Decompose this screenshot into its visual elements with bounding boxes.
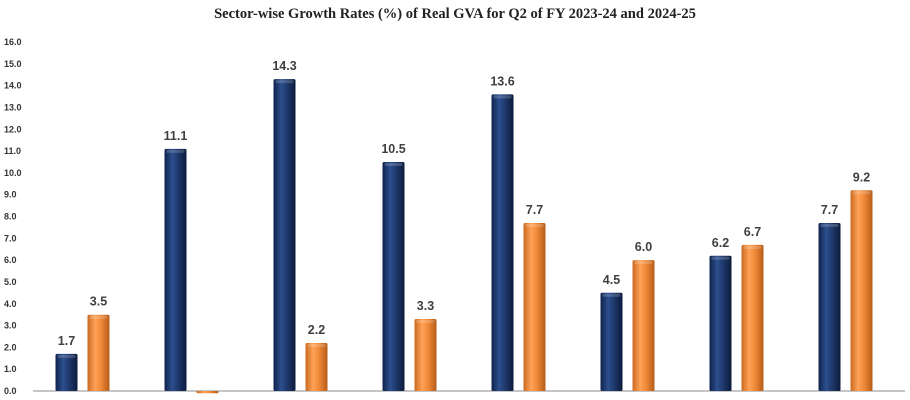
y-tick-label: 9.0 xyxy=(4,190,17,200)
y-tick-label: 1.0 xyxy=(4,364,17,374)
bar-highlight xyxy=(307,344,326,347)
data-label: 3.3 xyxy=(417,299,434,313)
y-tick-label: 12.0 xyxy=(4,124,22,134)
bar-highlight xyxy=(634,261,653,265)
data-label: 13.6 xyxy=(490,74,514,88)
data-label: 6.7 xyxy=(744,225,761,239)
bar-series-1 xyxy=(273,79,296,391)
data-label: 11.1 xyxy=(164,129,188,143)
y-tick-label: 13.0 xyxy=(4,102,22,112)
data-label: 6.2 xyxy=(712,236,729,250)
bar-highlight xyxy=(711,256,730,260)
bar-highlight xyxy=(820,224,839,227)
bar-highlight xyxy=(166,149,185,153)
data-label: 3.5 xyxy=(90,295,107,309)
data-label: 7.7 xyxy=(526,203,543,217)
bar-series-2 xyxy=(850,190,873,391)
bar-series-1 xyxy=(382,162,405,391)
bar-highlight xyxy=(743,245,762,249)
y-tick-label: 3.0 xyxy=(4,321,17,331)
bar-series-1 xyxy=(600,292,623,391)
y-tick-label: 14.0 xyxy=(4,81,22,91)
bar-series-2 xyxy=(632,260,655,391)
bar-series-2 xyxy=(87,314,110,391)
y-tick-label: 8.0 xyxy=(4,212,17,222)
bar-highlight xyxy=(416,320,435,323)
y-tick-label: 15.0 xyxy=(4,59,22,69)
bar-series-1 xyxy=(491,94,514,392)
chart-title: Sector-wise Growth Rates (%) of Real GVA… xyxy=(214,6,696,22)
data-label: 14.3 xyxy=(272,59,296,73)
y-tick-label: 5.0 xyxy=(4,277,17,287)
y-tick-label: 4.0 xyxy=(4,299,17,309)
data-label: 2.2 xyxy=(308,323,325,337)
bar-highlight xyxy=(493,95,512,99)
y-tick-label: 11.0 xyxy=(4,146,21,156)
bar-series-1 xyxy=(55,353,78,391)
bar-highlight xyxy=(852,191,871,195)
bar-series-2 xyxy=(305,343,328,391)
bar-highlight xyxy=(602,293,621,297)
bar-series-2 xyxy=(741,244,764,391)
bar-series-2 xyxy=(196,391,219,394)
y-tick-label: 2.0 xyxy=(4,342,17,352)
bar-series-2 xyxy=(414,319,437,391)
bar-highlight xyxy=(384,163,403,166)
data-label: 9.2 xyxy=(853,170,870,184)
labels-layer: 1.7 3.5 11.1 14.3 2.2 10.5 3.3 13.6 7.7 4.5 6.0 6.2… xyxy=(58,59,870,348)
data-label: 4.5 xyxy=(603,273,620,287)
data-label: 6.0 xyxy=(635,240,652,254)
bar-highlight xyxy=(525,224,544,227)
y-tick-label: 10.0 xyxy=(4,168,22,178)
bar-highlight xyxy=(275,80,294,84)
data-label: 10.5 xyxy=(381,142,405,156)
bar-highlight xyxy=(89,315,108,319)
bar-series-1 xyxy=(164,148,187,391)
data-label: 7.7 xyxy=(821,203,838,217)
y-tick-label: 6.0 xyxy=(4,255,17,265)
bar-series-1 xyxy=(709,255,732,391)
data-label: 1.7 xyxy=(58,334,75,348)
y-tick-label: 7.0 xyxy=(4,233,17,243)
axis-layer: 0.0 1.0 2.0 3.0 4.0 5.0 6.0 7.0 8.0 9.0 10.0 11.0 12… xyxy=(4,37,905,396)
y-tick-label: 0.0 xyxy=(4,386,17,396)
bars-layer xyxy=(55,79,873,394)
y-tick-label: 16.0 xyxy=(4,37,22,47)
bar-series-2 xyxy=(523,223,546,391)
bar-highlight xyxy=(57,354,76,358)
bar-series-1 xyxy=(818,223,841,391)
